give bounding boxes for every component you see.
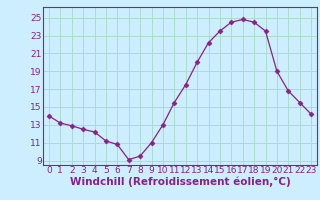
X-axis label: Windchill (Refroidissement éolien,°C): Windchill (Refroidissement éolien,°C) [70, 177, 290, 187]
